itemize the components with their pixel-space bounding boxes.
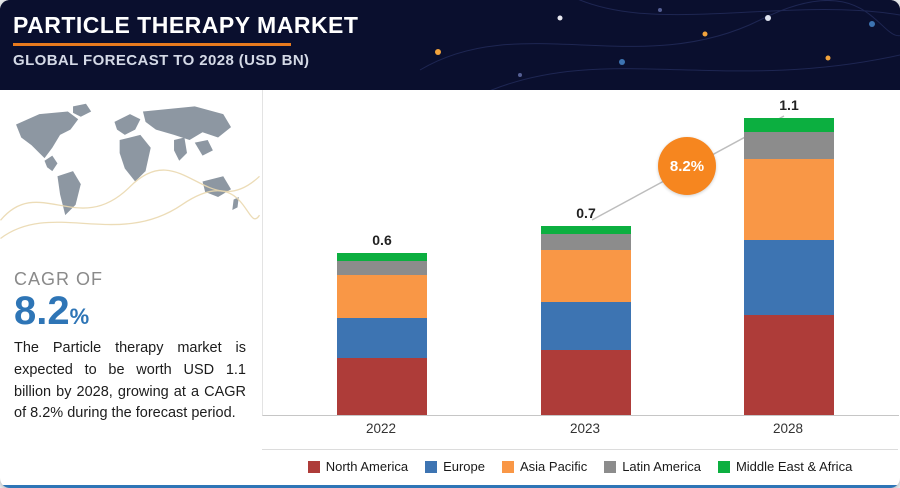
legend-item-asia-pacific: Asia Pacific — [502, 459, 587, 474]
x-axis-label-2022: 2022 — [365, 421, 397, 436]
bar-total-label: 1.1 — [779, 97, 799, 114]
legend-item-latin-america: Latin America — [604, 459, 701, 474]
legend-label: North America — [325, 459, 409, 474]
bottom-accent-line — [0, 485, 900, 488]
legend-swatch — [604, 460, 617, 473]
legend-swatch — [502, 460, 514, 473]
title-underline — [13, 43, 291, 47]
segment-europe — [541, 301, 631, 351]
legend-swatch — [717, 460, 730, 473]
segment-europe — [337, 317, 427, 359]
sidebar: CAGR OF 8.2% The Particle therapy market… — [0, 90, 261, 485]
legend-label: Asia Pacific — [520, 459, 588, 474]
segment-north-america — [337, 358, 427, 415]
segment-latin-america — [744, 131, 834, 159]
market-description: The Particle therapy market is expected … — [14, 340, 246, 422]
segment-latin-america — [541, 234, 631, 251]
page-title: PARTICLE THERAPY MARKET — [13, 12, 359, 38]
segment-europe — [744, 239, 834, 316]
segment-north-america — [744, 315, 834, 415]
stacked-bar-chart: 0.6 0.7 1.1 — [262, 90, 899, 416]
cagr-percent-sign: % — [69, 304, 90, 329]
segment-middle-east-africa — [744, 118, 834, 132]
segment-middle-east-africa — [541, 226, 631, 235]
cagr-badge: 8.2% — [658, 137, 716, 195]
legend-item-middle-east-africa: Middle East & Africa — [717, 459, 853, 474]
stacked-bar-2022: 0.6 — [337, 232, 427, 415]
stacked-bar-2028: 1.1 — [744, 97, 834, 415]
cagr-number: 8.2 — [14, 289, 70, 333]
stacked-bar-2023: 0.7 — [541, 205, 631, 415]
legend-label: Latin America — [622, 459, 701, 474]
segment-latin-america — [337, 261, 427, 275]
x-axis-labels: 2022 2023 2028 — [262, 421, 898, 443]
world-map — [0, 96, 261, 259]
legend-label: Middle East & Africa — [735, 459, 853, 474]
bar-total-label: 0.6 — [372, 232, 392, 249]
legend-item-europe: Europe — [425, 459, 485, 474]
cagr-value: 8.2% — [14, 290, 260, 332]
segment-asia-pacific — [744, 158, 834, 240]
cagr-label: CAGR OF — [14, 269, 104, 289]
x-axis-label-2028: 2028 — [772, 421, 804, 436]
segment-middle-east-africa — [337, 253, 427, 262]
header: PARTICLE THERAPY MARKET GLOBAL FORECAST … — [0, 0, 900, 90]
x-axis-label-2023: 2023 — [569, 421, 601, 436]
legend: North America Europe Asia Pacific Latin Ame… — [262, 449, 898, 474]
segment-asia-pacific — [541, 250, 631, 302]
chart-area: 0.6 0.7 1.1 2022 2023 2028 North America Euro… — [260, 90, 900, 485]
segment-asia-pacific — [337, 274, 427, 318]
legend-label: Europe — [443, 459, 485, 474]
legend-swatch — [425, 460, 438, 473]
legend-swatch — [307, 460, 320, 473]
bar-total-label: 0.7 — [576, 205, 596, 222]
page-subtitle: GLOBAL FORECAST TO 2028 (USD BN) — [13, 52, 310, 70]
legend-item-north-america: North America — [307, 459, 409, 474]
segment-north-america — [541, 350, 631, 415]
content-body: CAGR OF 8.2% The Particle therapy market… — [0, 90, 900, 485]
